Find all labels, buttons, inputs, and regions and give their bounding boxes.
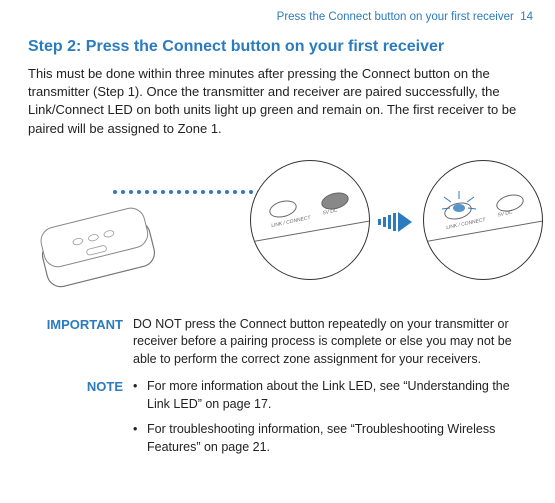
header-running-title: Press the Connect button on your first r… xyxy=(28,10,533,26)
led-glow-icon xyxy=(442,191,476,221)
header-text: Press the Connect button on your first r… xyxy=(277,11,514,23)
transmitter-device-icon xyxy=(33,205,163,300)
note-block: NOTE For more information about the Link… xyxy=(28,378,533,464)
important-label: IMPORTANT xyxy=(28,316,133,369)
important-block: IMPORTANT DO NOT press the Connect butto… xyxy=(28,316,533,369)
body-paragraph: This must be done within three minutes a… xyxy=(28,65,533,138)
note-label: NOTE xyxy=(28,378,133,464)
diagram: LINK / CONNECT 5V DC LINK / CONNECT 5V D… xyxy=(28,152,533,302)
header-page: 14 xyxy=(520,11,533,23)
step-title: Step 2: Press the Connect button on your… xyxy=(28,36,533,58)
note-item: For more information about the Link LED,… xyxy=(133,378,533,413)
detail-circle-before: LINK / CONNECT 5V DC xyxy=(250,160,370,280)
detail-circle-after: LINK / CONNECT 5V DC xyxy=(423,160,543,280)
important-text: DO NOT press the Connect button repeated… xyxy=(133,316,533,369)
note-item: For troubleshooting information, see “Tr… xyxy=(133,421,533,456)
note-body: For more information about the Link LED,… xyxy=(133,378,533,464)
arrow-icon xyxy=(378,212,412,232)
